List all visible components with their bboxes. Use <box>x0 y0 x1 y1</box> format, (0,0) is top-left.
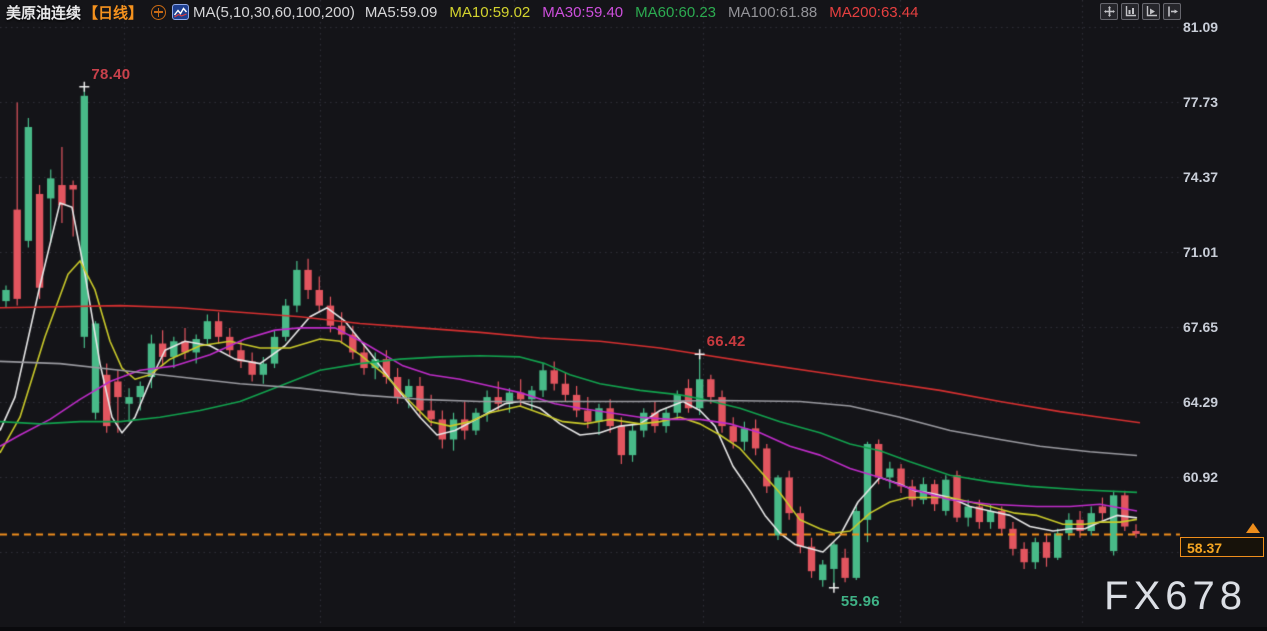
add-indicator-icon[interactable] <box>151 4 167 20</box>
price-axis-tick: 74.37 <box>1183 168 1219 185</box>
watermark: FX678 <box>1104 574 1247 618</box>
chart-play-icon[interactable] <box>1142 3 1160 20</box>
chart-axes-icon[interactable] <box>1121 3 1139 20</box>
price-axis-tick: 60.92 <box>1183 469 1219 485</box>
ma-value-label: MA200:63.44 <box>829 3 919 21</box>
current-price-box: 58.37 <box>1180 536 1264 557</box>
chart-style-icon[interactable] <box>172 4 190 20</box>
move-crosshair-icon[interactable] <box>1100 3 1118 20</box>
price-annotation: 78.40 <box>91 65 131 83</box>
chart-header: 美原油连续 【日线】 MA(5,10,30,60,100,200) MA5:59… <box>6 2 931 22</box>
price-axis-tick: 81.09 <box>1183 18 1219 35</box>
period-label[interactable]: 【日线】 <box>83 4 144 22</box>
ma-value-label: MA100:61.88 <box>728 3 818 21</box>
symbol-name: 美原油连续 <box>6 4 82 22</box>
ma-value-label: MA5:59.09 <box>364 3 438 21</box>
bottom-edge <box>0 627 1267 631</box>
price-axis-tick: 64.29 <box>1183 393 1219 410</box>
price-annotation: 55.96 <box>840 592 880 610</box>
ma-settings-label[interactable]: MA(5,10,30,60,100,200) <box>193 3 355 21</box>
pop-out-icon[interactable] <box>1163 3 1181 20</box>
price-axis-tick: 71.01 <box>1183 243 1219 260</box>
price-annotation: 66.42 <box>706 333 746 351</box>
ma-values-row: MA5:59.09 MA10:59.02 MA30:59.40 MA60:60.23 M… <box>365 4 931 21</box>
ma-value-label: MA30:59.40 <box>542 3 624 21</box>
price-up-arrow-icon <box>1246 522 1260 533</box>
chart-toolbar <box>1097 3 1181 20</box>
price-axis-tick: 77.73 <box>1183 93 1219 110</box>
price-axis-tick: 67.65 <box>1183 318 1219 335</box>
current-price-value: 58.37 <box>1187 539 1223 556</box>
ma-value-label: MA60:60.23 <box>635 3 717 21</box>
ma-value-label: MA10:59.02 <box>449 3 531 21</box>
